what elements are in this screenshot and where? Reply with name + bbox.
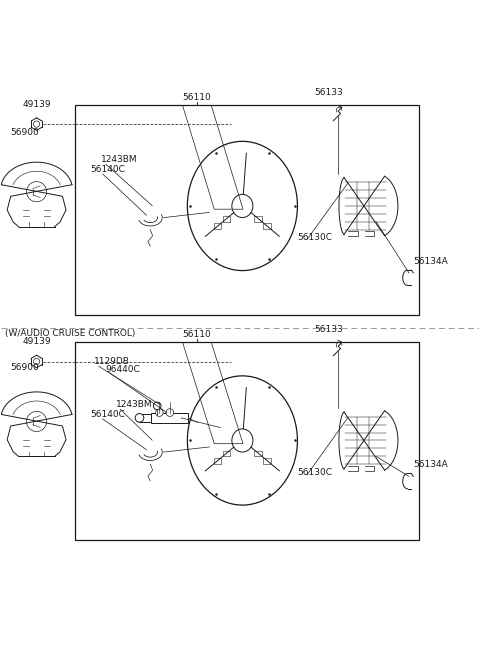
Text: 56130C: 56130C (298, 468, 333, 478)
Text: 49139: 49139 (22, 337, 51, 346)
Text: 56133: 56133 (314, 89, 343, 97)
Text: 96440C: 96440C (105, 365, 140, 375)
Text: 56110: 56110 (182, 93, 211, 102)
Text: 1243BM: 1243BM (116, 400, 152, 409)
Circle shape (154, 402, 161, 410)
Text: 56110: 56110 (182, 329, 211, 338)
Text: 49139: 49139 (22, 100, 51, 109)
Bar (214, 224, 221, 229)
Bar (214, 458, 221, 464)
Text: 1129DB: 1129DB (94, 358, 130, 366)
Bar (264, 458, 271, 464)
Text: 56130C: 56130C (298, 233, 333, 242)
Bar (254, 216, 262, 222)
Circle shape (135, 413, 144, 422)
Bar (152, 413, 188, 423)
Bar (75, 106, 420, 315)
Bar (140, 413, 152, 422)
Text: 56134A: 56134A (413, 461, 448, 469)
Circle shape (156, 409, 163, 417)
Bar (75, 342, 420, 539)
Text: 56133: 56133 (314, 325, 343, 334)
Text: 56900: 56900 (10, 127, 39, 136)
Text: 1243BM: 1243BM (101, 155, 138, 164)
Text: 56140C: 56140C (91, 410, 126, 419)
Text: 56140C: 56140C (91, 165, 126, 174)
Bar (264, 224, 271, 229)
Bar (223, 216, 230, 222)
Bar (254, 451, 262, 457)
Text: 56134A: 56134A (413, 256, 448, 266)
Bar (223, 451, 230, 457)
Text: 56900: 56900 (10, 363, 39, 372)
Circle shape (166, 409, 174, 417)
Text: (W/AUDIO CRUISE CONTROL): (W/AUDIO CRUISE CONTROL) (5, 329, 136, 338)
